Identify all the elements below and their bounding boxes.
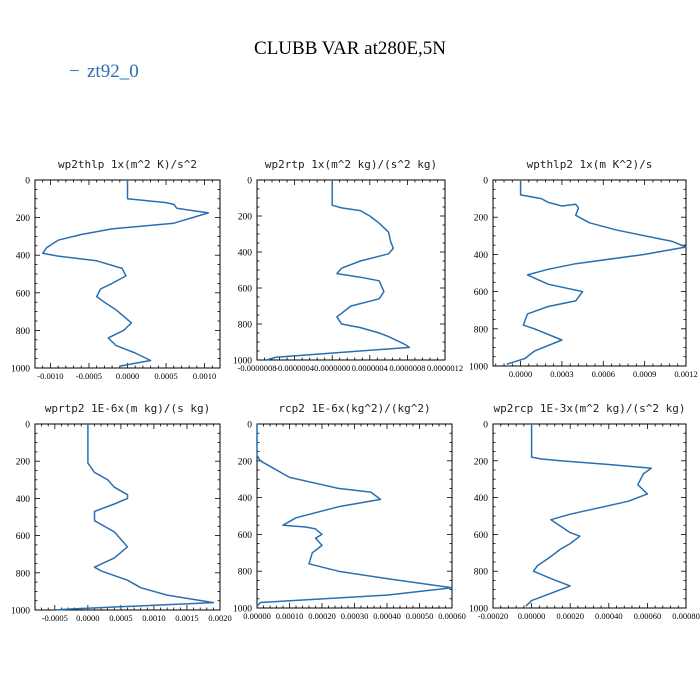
xtick-label: -0.0005 <box>76 371 102 381</box>
xtick-label: -0.0000008 <box>238 363 277 373</box>
plot-frame <box>493 424 686 608</box>
ytick-label: 400 <box>474 251 489 261</box>
chart-panel-4: wprtp2 1E-6x(m kg)/(s kg) 0 200 400 600 800 10… <box>11 402 232 623</box>
ytick-label: 800 <box>238 568 253 578</box>
ytick-label: 800 <box>16 569 31 579</box>
ytick-label: 800 <box>474 325 489 335</box>
ytick-label: 0 <box>25 177 30 187</box>
ytick-label: 400 <box>474 494 489 504</box>
chart-panel-2: wp2rtp 1x(m^2 kg)/(s^2 kg) 0 200 400 600 800 1… <box>233 158 463 373</box>
xtick-label: -0.0000004 <box>275 363 315 373</box>
xtick-label: 0.0012 <box>674 369 697 379</box>
xtick-label: 0.00000 <box>518 611 546 621</box>
series-line-1 <box>55 424 214 610</box>
plot-frame <box>35 424 220 610</box>
ytick-label: 0 <box>247 177 252 187</box>
xtick-label: 0.0005 <box>109 613 132 623</box>
plot-frame <box>35 180 220 368</box>
panel-title: rcp2 1E-6x(kg^2)/(kg^2) <box>278 402 430 415</box>
ytick-label: 200 <box>238 457 253 467</box>
ytick-label: 1000 <box>469 363 488 373</box>
xtick-label: 0.00060 <box>634 611 662 621</box>
ytick-label: 200 <box>474 214 489 224</box>
xtick-label: 0.0000 <box>76 613 99 623</box>
series-line-1 <box>507 180 686 364</box>
ytick-label: 200 <box>474 457 489 467</box>
xtick-label: -0.0005 <box>42 613 68 623</box>
series-line-1 <box>266 180 409 360</box>
xtick-label: 0.00020 <box>556 611 584 621</box>
xtick-label: 0.00030 <box>341 611 369 621</box>
xtick-label: 0.0010 <box>142 613 165 623</box>
xtick-label: 0.0000 <box>116 371 139 381</box>
series-line-1 <box>526 424 652 606</box>
ytick-label: 1000 <box>11 365 30 375</box>
xtick-label: 0.00080 <box>672 611 700 621</box>
xtick-label: 0.0009 <box>633 369 656 379</box>
panel-title: wprtp2 1E-6x(m kg)/(s kg) <box>45 402 211 415</box>
ytick-label: 600 <box>474 288 489 298</box>
xtick-label: 0.0005 <box>154 371 177 381</box>
panel-title: wp2rtp 1x(m^2 kg)/(s^2 kg) <box>265 158 437 171</box>
xtick-label: -0.0010 <box>37 371 63 381</box>
xtick-label: 0.0000012 <box>427 363 463 373</box>
panel-title: wpthlp2 1x(m K^2)/s <box>527 158 653 171</box>
ytick-label: 200 <box>238 213 253 223</box>
legend-label: zt92_0 <box>87 61 139 82</box>
ytick-label: 600 <box>474 531 489 541</box>
plot-frame <box>257 424 452 608</box>
series-line-1 <box>257 424 452 606</box>
legend-marker: − <box>69 61 80 82</box>
ytick-label: 200 <box>16 214 31 224</box>
ytick-label: 400 <box>238 494 253 504</box>
chart-panel-3: wpthlp2 1x(m K^2)/s 0 200 400 600 800 1000 0.00… <box>469 158 698 379</box>
ytick-label: 800 <box>16 327 31 337</box>
ytick-label: 400 <box>16 495 31 505</box>
plot-frame <box>257 180 445 360</box>
xtick-label: 0.00050 <box>406 611 434 621</box>
ytick-label: 1000 <box>11 607 30 617</box>
xtick-label: 0.00020 <box>308 611 336 621</box>
xtick-label: 0.0015 <box>175 613 198 623</box>
ytick-label: 400 <box>16 252 31 262</box>
xtick-label: 0.0000008 <box>389 363 425 373</box>
xtick-label: -0.00020 <box>478 611 508 621</box>
series-line-1 <box>43 180 209 366</box>
chart-panel-5: rcp2 1E-6x(kg^2)/(kg^2) 0 200 400 600 800 1000… <box>233 402 466 621</box>
panel-title: wp2rcp 1E-3x(m^2 kg)/(s^2 kg) <box>493 402 685 415</box>
ytick-label: 0 <box>483 177 488 187</box>
xtick-label: 0.0020 <box>208 613 231 623</box>
xtick-label: 0.0000 <box>509 369 532 379</box>
ytick-label: 600 <box>238 285 253 295</box>
ytick-label: 600 <box>238 531 253 541</box>
ytick-label: 600 <box>16 532 31 542</box>
ytick-label: 200 <box>16 458 31 468</box>
plot-frame <box>493 180 686 366</box>
panel-title: wp2thlp 1x(m^2 K)/s^2 <box>58 158 197 171</box>
chart-panels: wp2thlp 1x(m^2 K)/s^2 0 200 400 600 800 1000 -0… <box>11 158 700 623</box>
chart-panel-6: wp2rcp 1E-3x(m^2 kg)/(s^2 kg) 0 200 400 600 8… <box>469 402 700 621</box>
ytick-label: 800 <box>474 568 489 578</box>
figure-legend: − zt92_0 <box>69 61 139 82</box>
xtick-label: 0.0006 <box>592 369 615 379</box>
xtick-label: 0.00040 <box>373 611 401 621</box>
xtick-label: 0.0000000 <box>314 363 350 373</box>
xtick-label: 0.00060 <box>438 611 466 621</box>
xtick-label: 0.00010 <box>276 611 304 621</box>
xtick-label: 0.00000 <box>243 611 271 621</box>
chart-panel-1: wp2thlp 1x(m^2 K)/s^2 0 200 400 600 800 1000 -0… <box>11 158 220 381</box>
ytick-label: 0 <box>25 421 30 431</box>
ytick-label: 0 <box>247 421 252 431</box>
ytick-label: 800 <box>238 321 253 331</box>
ytick-label: 0 <box>483 421 488 431</box>
xtick-label: 0.0003 <box>550 369 573 379</box>
figure-title: CLUBB VAR at280E,5N <box>254 38 446 59</box>
xtick-label: 0.0010 <box>193 371 216 381</box>
xtick-label: 0.0000004 <box>352 363 389 373</box>
ytick-label: 600 <box>16 289 31 299</box>
ytick-label: 400 <box>238 249 253 259</box>
xtick-label: 0.00040 <box>595 611 623 621</box>
